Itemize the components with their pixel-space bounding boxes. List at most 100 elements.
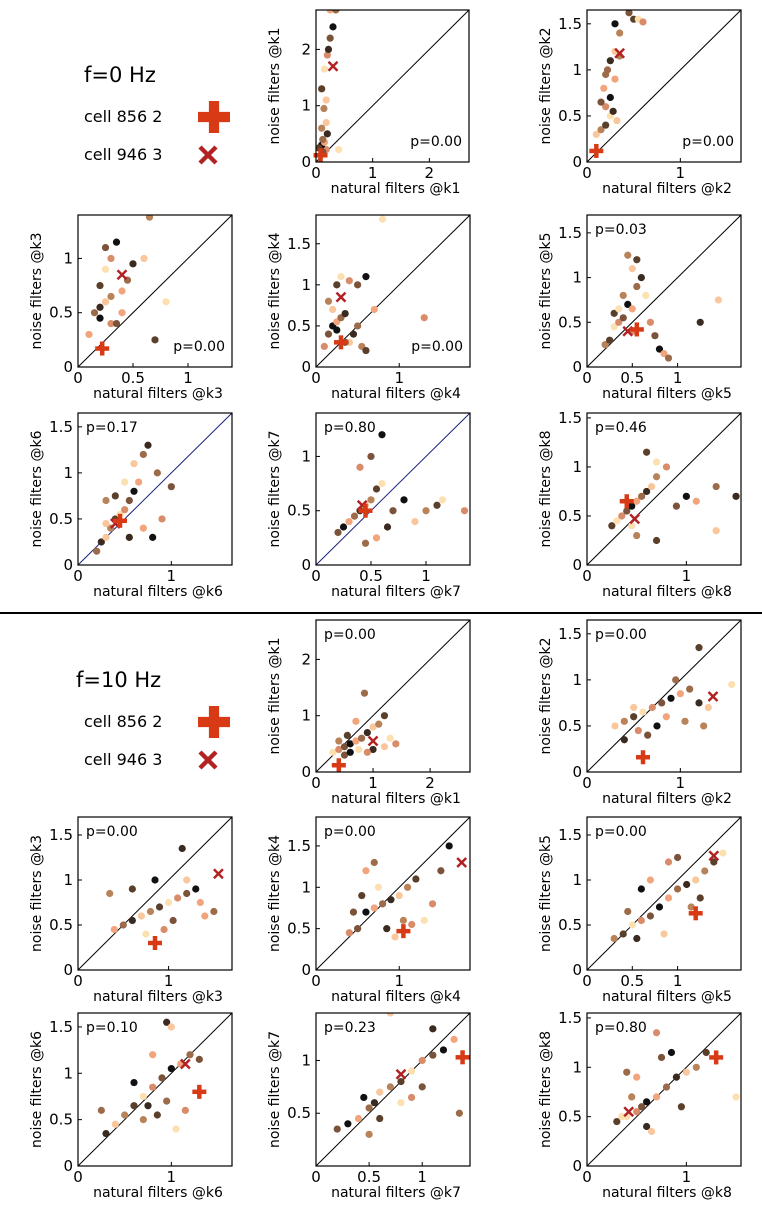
data-point [130, 460, 138, 468]
data-point [149, 533, 157, 541]
data-point [606, 57, 614, 65]
data-point [93, 547, 101, 555]
data-point [445, 842, 453, 850]
axes-frame [77, 214, 233, 368]
y-tick-label: 0.5 [49, 510, 73, 528]
y-tick-label: 0.5 [558, 717, 582, 735]
axes-frame [315, 816, 471, 971]
data-point [634, 726, 642, 735]
data-point [356, 463, 364, 471]
y-tick-label: 1 [63, 1064, 73, 1082]
data-point [619, 291, 627, 300]
data-point [673, 853, 682, 862]
x-tick-label: 0 [311, 774, 321, 792]
data-point [361, 539, 370, 547]
y-tick-label: 0.5 [558, 1108, 582, 1126]
data-point [681, 717, 689, 725]
x-axis-label: natural filters @k1 [331, 791, 461, 807]
data-point [167, 1065, 175, 1073]
y-tick-label: 1 [301, 97, 311, 115]
x-axis-label: natural filters @k2 [602, 181, 732, 197]
data-point [683, 880, 691, 889]
data-point [352, 737, 360, 745]
data-point [433, 501, 441, 509]
data-point [637, 885, 645, 893]
data-point [372, 485, 381, 493]
x-axis-label: natural filters @k4 [331, 386, 461, 402]
x-tick-label: 0 [582, 567, 592, 585]
data-point [618, 512, 626, 520]
p-value: p=0.00 [86, 824, 138, 840]
scatter-panel-k3: 0 1 0 0.5 1 1.5 natural filters @k3 noise filte… [29, 816, 233, 1005]
data-point [130, 1102, 138, 1110]
x-tick-label: 1 [164, 972, 174, 990]
data-point [326, 34, 334, 42]
data-point [429, 1025, 437, 1033]
data-point [367, 496, 375, 504]
cell-946-marker-b [708, 850, 720, 862]
data-point [420, 314, 428, 322]
cell-856-marker-v [460, 1050, 465, 1065]
x-tick-label: 1 [368, 774, 378, 792]
x-tick-label: 0 [582, 164, 592, 182]
cell-946-marker-b [623, 1106, 635, 1118]
data-point [600, 84, 608, 92]
scatter-panel-k4: 0 1 0 0.5 1 1.5 natural filters @k4 noise filte… [267, 214, 471, 402]
y-tick-label: 1.5 [49, 1018, 73, 1036]
data-point [655, 345, 664, 353]
data-point [620, 736, 628, 744]
data-point [97, 1106, 105, 1114]
data-point [624, 251, 632, 259]
data-point [370, 305, 378, 314]
data-point [644, 731, 652, 739]
data-point [615, 305, 623, 313]
data-point [345, 277, 353, 285]
y-axis-label: noise filters @k5 [538, 835, 554, 952]
data-point [692, 1063, 700, 1071]
x-tick-label: 1 [167, 567, 177, 585]
data-point [380, 743, 389, 751]
data-point [121, 478, 129, 486]
legend-label-1: cell 946 3 [84, 750, 162, 769]
data-point [151, 876, 159, 884]
cell-856-marker-v [197, 1084, 202, 1099]
data-points [97, 1018, 203, 1138]
x-tick-label: 1 [167, 1168, 177, 1186]
y-axis-label: noise filters @k1 [267, 637, 283, 754]
data-point [633, 282, 641, 291]
data-point [341, 309, 349, 318]
data-point [639, 708, 647, 716]
identity-line [587, 10, 741, 162]
data-point [652, 458, 661, 466]
data-point [696, 894, 704, 902]
data-point [620, 717, 628, 725]
data-point [637, 916, 645, 925]
data-point [652, 1093, 661, 1101]
y-tick-label: 0.5 [558, 313, 582, 331]
data-point [125, 533, 133, 541]
data-point [667, 694, 675, 702]
p-value: p=0.00 [410, 134, 462, 150]
axes-frame [315, 619, 471, 773]
x-tick-label: 0 [311, 164, 321, 182]
y-tick-label: 1.5 [558, 15, 582, 33]
x-tick-label: 1 [183, 369, 193, 387]
data-point [450, 1035, 458, 1043]
legend-label-0: cell 856 2 [84, 712, 162, 731]
axes-frame [315, 214, 471, 368]
data-point [672, 676, 680, 684]
data-point [609, 107, 617, 115]
frequency-label: f=10 Hz [76, 668, 161, 692]
data-point [695, 699, 703, 707]
data-point [332, 10, 340, 14]
y-tick-label: 1 [572, 1058, 582, 1076]
data-point [183, 889, 191, 898]
data-point [592, 130, 600, 138]
x-axis-label: natural filters @k7 [331, 584, 461, 600]
data-points [608, 448, 740, 545]
data-points [601, 251, 722, 362]
